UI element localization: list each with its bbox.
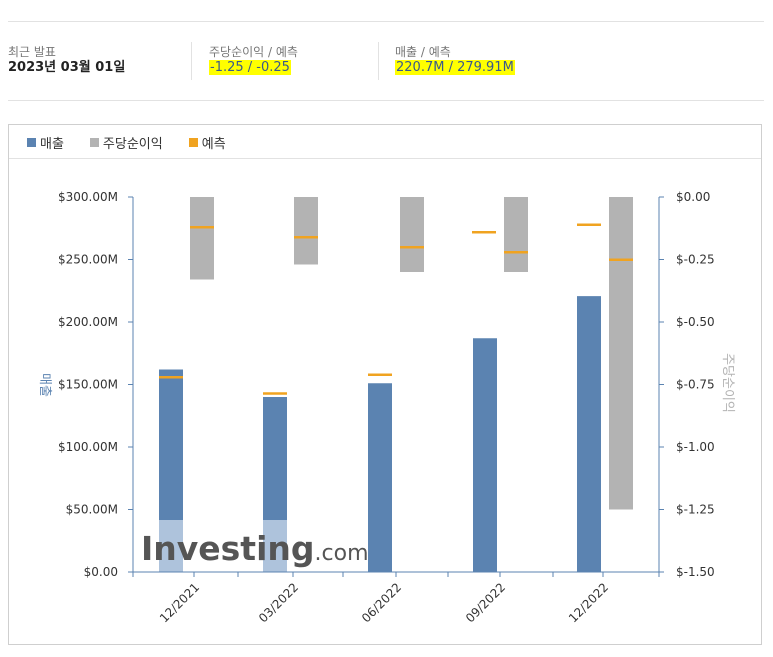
legend-eps[interactable]: 주당순이익: [89, 133, 163, 152]
x-tick-label: 03/2022: [256, 580, 301, 625]
legend-forecast[interactable]: 예측: [188, 133, 226, 152]
eps-bar-12/2021[interactable]: [190, 197, 214, 280]
eps-bar-12/2022[interactable]: [609, 197, 633, 510]
eps-bar-06/2022[interactable]: [400, 197, 424, 272]
legend-forecast-label: 예측: [201, 137, 226, 152]
left-axis-title: 매출: [37, 373, 52, 397]
eps-label: 주당순이익 / 예측: [209, 45, 298, 59]
y2-tick-label: $-0.25: [676, 253, 715, 267]
eps-forecast-marker-12/2022: [577, 223, 601, 226]
revenue-bar-12/2022[interactable]: [577, 296, 601, 572]
stats-divider: [8, 100, 764, 101]
release-date: 2023년 03월 01일: [8, 60, 126, 75]
revenue-forecast-marker-06/2022: [368, 373, 392, 376]
eps-swatch: [89, 138, 99, 147]
eps-forecast-marker-2-09/2022: [504, 251, 528, 254]
latest-release-stat: 최근 발표 2023년 03월 01일: [8, 44, 125, 76]
legend-eps-label: 주당순이익: [102, 137, 163, 152]
revenue-value: 220.7M / 279.91M: [395, 60, 515, 75]
watermark-overlay: [159, 520, 183, 572]
eps-forecast-marker-09/2022: [472, 231, 496, 234]
y-tick-label: $150.00M: [58, 378, 118, 392]
y-tick-label: $50.00M: [66, 503, 118, 517]
revenue-forecast-marker-12/2021: [159, 376, 183, 379]
chart-legend: 매출 주당순이익 예측: [27, 133, 226, 152]
legend-revenue-label: 매출: [40, 137, 64, 152]
revenue-swatch: [27, 138, 36, 147]
stat-separator: [191, 42, 192, 80]
release-label: 최근 발표: [8, 45, 56, 59]
y2-tick-label: $0.00: [676, 190, 710, 204]
y-tick-label: $250.00M: [58, 253, 118, 267]
investing-watermark: Investing.com: [141, 529, 369, 568]
x-tick-label: 12/2021: [157, 580, 202, 625]
legend-revenue[interactable]: 매출: [27, 133, 64, 152]
revenue-forecast-marker-03/2022: [263, 392, 287, 395]
legend-divider: [9, 158, 761, 159]
y2-tick-label: $-0.50: [676, 315, 715, 329]
y2-tick-label: $-1.25: [676, 503, 715, 517]
revenue-bar-09/2022[interactable]: [473, 338, 497, 572]
y-tick-label: $0.00: [84, 565, 118, 579]
watermark-overlay: [263, 520, 287, 572]
forecast-swatch: [188, 138, 198, 147]
revenue-bar-06/2022[interactable]: [368, 383, 392, 572]
eps-forecast-marker-06/2022: [400, 246, 424, 249]
right-axis-title: 주당순이익: [720, 353, 735, 413]
eps-value: -1.25 / -0.25: [209, 60, 291, 75]
eps-forecast-marker-03/2022: [294, 236, 318, 239]
eps-forecast-marker-12/2021: [190, 226, 214, 229]
eps-forecast-marker-2-12/2022: [609, 258, 633, 261]
watermark-suffix: .com: [315, 541, 369, 566]
x-tick-label: 06/2022: [359, 580, 404, 625]
top-divider: [8, 21, 764, 22]
y-tick-label: $200.00M: [58, 315, 118, 329]
revenue-stat: 매출 / 예측 220.7M / 279.91M: [395, 44, 515, 76]
y-tick-label: $100.00M: [58, 440, 118, 454]
stat-separator: [378, 42, 379, 80]
x-tick-label: 09/2022: [463, 580, 508, 625]
y-tick-label: $300.00M: [58, 190, 118, 204]
y2-tick-label: $-1.00: [676, 440, 715, 454]
watermark-brand: Investing: [141, 529, 315, 568]
eps-stat: 주당순이익 / 예측 -1.25 / -0.25: [209, 44, 298, 76]
revenue-label: 매출 / 예측: [395, 45, 451, 59]
eps-bar-03/2022[interactable]: [294, 197, 318, 265]
y2-tick-label: $-1.50: [676, 565, 715, 579]
eps-bar-09/2022[interactable]: [504, 197, 528, 272]
x-tick-label: 12/2022: [566, 580, 611, 625]
chart-panel: 매출 주당순이익 예측: [8, 124, 762, 645]
y2-tick-label: $-0.75: [676, 378, 715, 392]
